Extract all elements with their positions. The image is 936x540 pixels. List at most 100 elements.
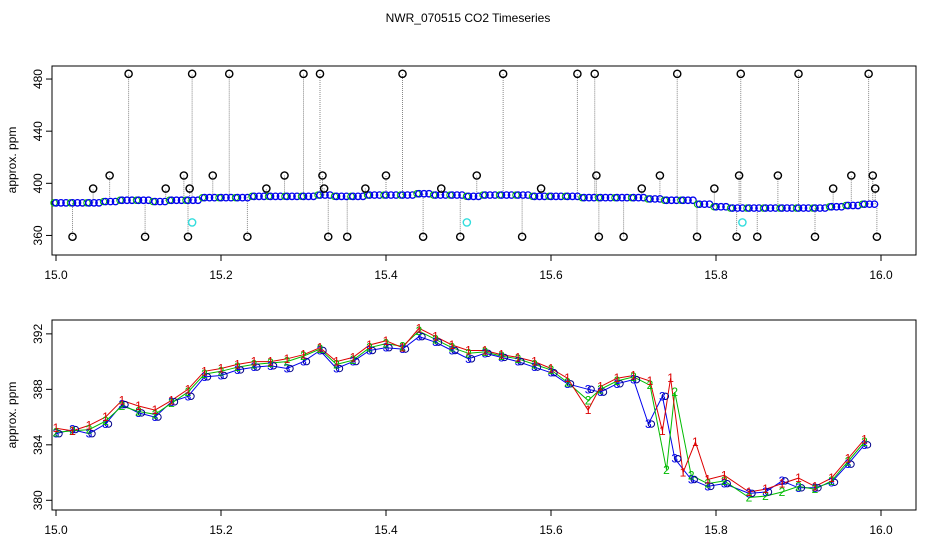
- baseline-point: [200, 193, 209, 202]
- series-digit-3: 3: [671, 452, 678, 466]
- series-circle: [723, 479, 731, 488]
- series-digit-2: 2: [119, 399, 126, 413]
- baseline-point: [519, 191, 527, 199]
- series-digit-2: 2: [746, 491, 753, 505]
- series-circle: [88, 430, 96, 438]
- series-digit-1: 1: [597, 380, 604, 394]
- outlier-point: [828, 184, 838, 193]
- top-x-tick-label: 15.6: [539, 268, 563, 282]
- series-circle: [661, 392, 670, 400]
- series-circle: [434, 338, 443, 346]
- baseline-point: [68, 199, 77, 207]
- top-plot-frame: [51, 65, 917, 256]
- series-circle: [286, 364, 294, 373]
- top-x-axis: 15.0 15.2 15.4 15.6 15.8 16.0: [44, 255, 893, 282]
- outlier-point: [872, 232, 882, 242]
- baseline-point: [662, 196, 671, 205]
- series-digit-1: 1: [185, 382, 192, 396]
- outlier-point: [870, 184, 880, 193]
- series-circle: [203, 373, 212, 381]
- series-circle: [467, 355, 476, 363]
- bottom-y-tick-label: 384: [31, 434, 45, 454]
- series-digit-2: 2: [482, 345, 489, 359]
- baseline-point: [255, 192, 263, 201]
- top-markers: [50, 69, 882, 242]
- series-digit-1: 1: [432, 330, 439, 344]
- baseline-point: [601, 193, 610, 202]
- series-digit-2: 2: [498, 349, 505, 363]
- series-digit-3: 3: [185, 389, 192, 403]
- series-digit-3: 3: [284, 362, 291, 376]
- series-digit-1: 1: [667, 371, 674, 385]
- cyan-point: [738, 218, 747, 227]
- series-digit-2: 2: [432, 332, 439, 346]
- outlier-point: [710, 184, 719, 193]
- series-digit-3: 3: [515, 355, 522, 369]
- baseline-point: [613, 193, 621, 202]
- series-digit-1: 1: [284, 352, 291, 366]
- series-digit-2: 2: [597, 382, 604, 396]
- series-digit-1: 1: [614, 371, 621, 385]
- baseline-point: [816, 204, 824, 212]
- baseline-point: [167, 196, 176, 205]
- series-digit-2: 2: [828, 474, 835, 488]
- series-digit-2: 2: [185, 385, 192, 399]
- series-digit-3: 3: [135, 406, 142, 420]
- outlier-point: [124, 69, 133, 79]
- series-digit-2: 2: [704, 477, 711, 491]
- series-digit-1: 1: [300, 348, 307, 362]
- series-circle: [632, 375, 641, 384]
- outlier-point: [736, 69, 746, 79]
- baseline-point: [568, 192, 577, 201]
- series-digit-2: 2: [663, 463, 670, 477]
- baseline-point: [844, 201, 852, 210]
- outlier-point: [398, 69, 407, 79]
- series-digit-2: 2: [861, 435, 868, 449]
- series-digit-2: 2: [168, 396, 175, 410]
- series-circle: [797, 484, 806, 492]
- series-digit-1: 1: [69, 424, 76, 438]
- baseline-point: [233, 193, 242, 202]
- series-digit-3: 3: [168, 395, 175, 409]
- series-digit-1: 1: [762, 482, 769, 496]
- series-digit-2: 2: [152, 407, 159, 421]
- baseline-point: [205, 193, 214, 202]
- series-circle: [335, 364, 344, 373]
- baseline-point: [870, 200, 879, 209]
- series-digit-3: 3: [828, 475, 835, 489]
- series-digit-3: 3: [267, 359, 274, 373]
- top-y-tick-label: 480: [31, 69, 45, 89]
- baseline-point: [415, 189, 423, 198]
- series-digit-1: 1: [861, 432, 868, 446]
- baseline-point: [667, 196, 676, 205]
- baseline-point: [123, 196, 131, 205]
- series-digit-3: 3: [564, 377, 571, 391]
- series-circle: [550, 369, 558, 377]
- baseline-point: [832, 202, 841, 211]
- baseline-point: [250, 192, 258, 201]
- cyan-point: [462, 218, 472, 227]
- outlier-point: [864, 69, 873, 79]
- series-circle: [401, 345, 410, 353]
- series-digit-1: 1: [680, 466, 687, 480]
- series-digit-1: 1: [383, 334, 390, 348]
- series-digit-2: 2: [53, 425, 60, 439]
- series-digit-2: 2: [449, 341, 456, 355]
- series-circle: [451, 346, 459, 355]
- outlier-point: [183, 232, 193, 242]
- baseline-point: [733, 204, 742, 212]
- baseline-point: [679, 196, 687, 205]
- top-x-tick-label: 15.0: [44, 268, 68, 282]
- baseline-point: [860, 200, 869, 209]
- outlier-point: [319, 184, 329, 193]
- outlier-point: [224, 69, 234, 79]
- baseline-point: [629, 193, 638, 202]
- series-digit-2: 2: [69, 424, 76, 438]
- series-digit-1: 1: [135, 399, 142, 413]
- baseline-point: [184, 196, 192, 205]
- series-circle: [599, 388, 608, 396]
- baseline-point: [618, 193, 626, 202]
- series-digit-3: 3: [721, 477, 728, 491]
- series-digit-1: 1: [366, 338, 373, 352]
